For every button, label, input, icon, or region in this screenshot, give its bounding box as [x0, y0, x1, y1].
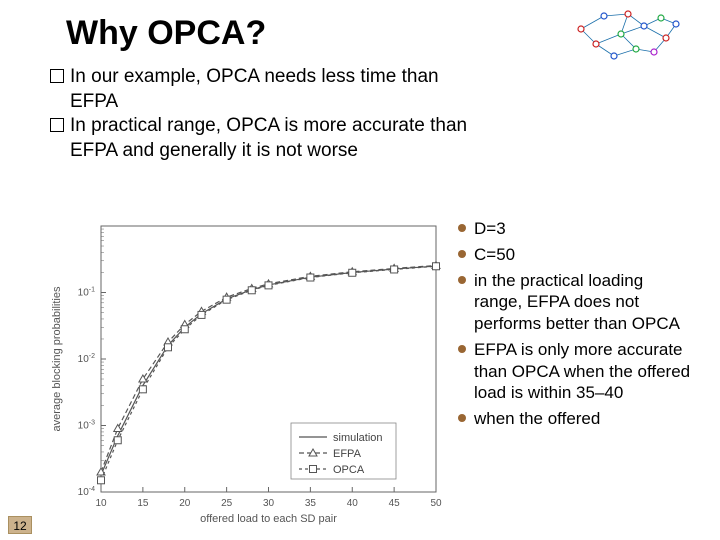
svg-text:average blocking probabilities: average blocking probabilities: [51, 286, 63, 431]
bullet-dot-icon: [458, 345, 466, 353]
bullet-text: In practical range, OPCA is more accurat…: [70, 114, 467, 139]
svg-text:OPCA: OPCA: [333, 464, 365, 476]
chart: 10 15 20 25 30 35 40 45 50 10-4 10-3 10-2 10-1 offere…: [46, 218, 446, 528]
network-diagram: [566, 4, 696, 68]
bullet-text: In our example, OPCA needs less time tha…: [70, 65, 439, 90]
svg-text:10-3: 10-3: [78, 420, 95, 432]
svg-text:10: 10: [95, 498, 107, 509]
bullet-1-cont: EFPA: [50, 90, 692, 115]
right-bullet-item: EFPA is only more accurate than OPCA whe…: [458, 339, 692, 404]
lower-region: 10 15 20 25 30 35 40 45 50 10-4 10-3 10-2 10-1 offere…: [46, 218, 692, 540]
bullet-dot-icon: [458, 276, 466, 284]
bullet-dot-icon: [458, 224, 466, 232]
right-bullet-text: D=3: [474, 218, 506, 240]
svg-text:10-2: 10-2: [78, 353, 95, 365]
svg-text:20: 20: [179, 498, 191, 509]
right-bullet-text: C=50: [474, 244, 515, 266]
svg-text:25: 25: [221, 498, 233, 509]
right-bullet-text: EFPA is only more accurate than OPCA whe…: [474, 339, 692, 404]
svg-text:10-4: 10-4: [78, 486, 95, 498]
bullet-1: In our example, OPCA needs less time tha…: [50, 65, 692, 90]
svg-text:50: 50: [430, 498, 442, 509]
right-bullet-text: when the offered: [474, 408, 600, 430]
svg-text:40: 40: [347, 498, 359, 509]
right-bullet-item: in the practical loading range, EFPA doe…: [458, 270, 692, 335]
bullet-dot-icon: [458, 414, 466, 422]
svg-text:45: 45: [389, 498, 401, 509]
page-number: 12: [8, 516, 32, 534]
svg-text:EFPA: EFPA: [333, 448, 362, 460]
svg-text:10-1: 10-1: [78, 287, 95, 299]
svg-text:30: 30: [263, 498, 275, 509]
svg-text:35: 35: [305, 498, 317, 509]
bullet-2-cont: EFPA and generally it is not worse: [50, 139, 692, 164]
right-bullet-item: C=50: [458, 244, 692, 266]
chart-svg: 10 15 20 25 30 35 40 45 50 10-4 10-3 10-2 10-1 offere…: [46, 218, 446, 528]
right-bullet-list: D=3 C=50 in the practical loading range, E…: [446, 218, 692, 540]
checkbox-icon: [50, 118, 64, 132]
svg-text:simulation: simulation: [333, 432, 383, 444]
svg-text:offered load to each SD pair: offered load to each SD pair: [200, 513, 337, 525]
main-bullets: In our example, OPCA needs less time tha…: [28, 65, 692, 164]
svg-text:15: 15: [137, 498, 149, 509]
bullet-2: In practical range, OPCA is more accurat…: [50, 114, 692, 139]
checkbox-icon: [50, 69, 64, 83]
right-bullet-item: D=3: [458, 218, 692, 240]
slide: Why OPCA? In our example, OPCA needs les…: [0, 0, 720, 540]
right-bullet-item: when the offered: [458, 408, 692, 430]
right-bullet-text: in the practical loading range, EFPA doe…: [474, 270, 692, 335]
bullet-dot-icon: [458, 250, 466, 258]
